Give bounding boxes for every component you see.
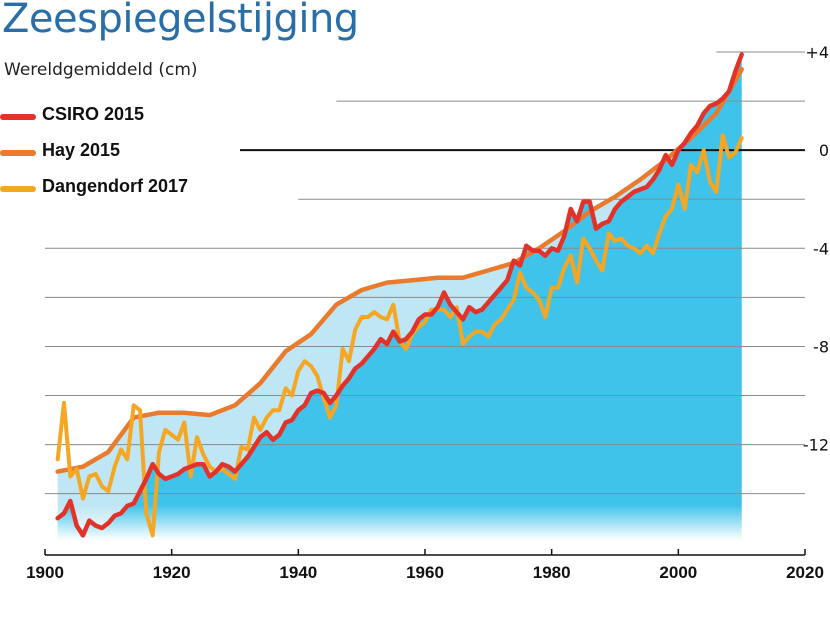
- y-tick-label: +4: [805, 43, 829, 62]
- legend-swatch-dangendorf: [0, 186, 36, 192]
- bottom-fade: [45, 505, 805, 540]
- x-tick-label: 1940: [279, 563, 317, 582]
- x-tick-label: 1980: [533, 563, 571, 582]
- area-fill-dark: [57, 54, 742, 540]
- axes: 1900 1920 1940 1960 1980 2000 2020 +4 0 -4 -8 -12: [26, 43, 829, 582]
- x-tick-label: 1920: [153, 563, 191, 582]
- x-tick-label: 2000: [659, 563, 697, 582]
- y-tick-label: -4: [813, 239, 829, 258]
- chart-title: Zeespiegelstijging: [2, 0, 359, 42]
- legend-swatch-hay: [0, 150, 36, 156]
- y-tick-label: -12: [803, 436, 829, 455]
- gridlines: [45, 51, 805, 495]
- legend-swatch-csiro: [0, 114, 36, 120]
- fade-overlay: [45, 505, 805, 540]
- series-lines: [55, 52, 744, 538]
- legend-label-dangendorf: Dangendorf 2017: [42, 176, 189, 196]
- legend-label-hay: Hay 2015: [42, 140, 121, 160]
- x-tick-label: 1960: [406, 563, 444, 582]
- chart-ylabel: Wereldgemiddeld (cm): [4, 60, 198, 80]
- y-tick-label: -8: [813, 337, 829, 356]
- x-tick-label: 2020: [786, 563, 824, 582]
- x-tick-label: 1900: [26, 563, 64, 582]
- y-tick-label: 0: [819, 141, 829, 160]
- series-line-hay-2015: [55, 66, 744, 474]
- series-line-csiro-2015: [55, 52, 744, 538]
- legend-label-csiro: CSIRO 2015: [42, 104, 145, 124]
